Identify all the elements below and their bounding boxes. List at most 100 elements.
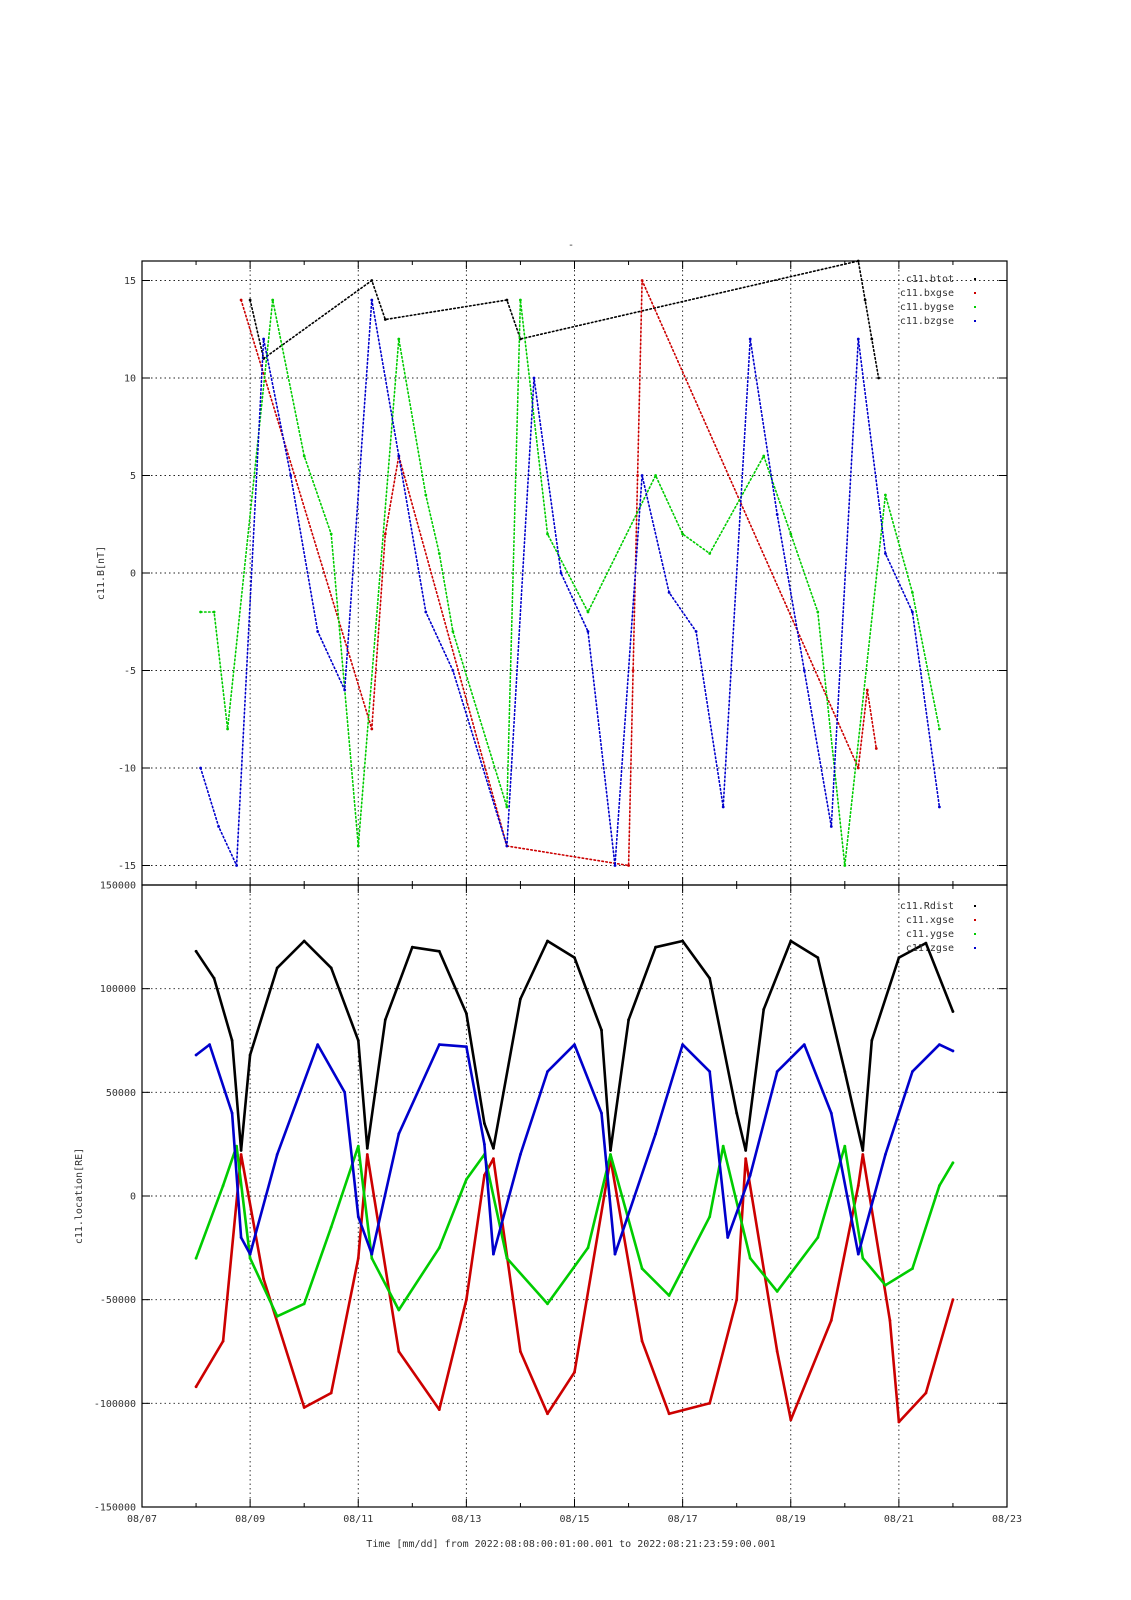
data-point-c11-bygse bbox=[397, 337, 401, 341]
data-point-c11-bzgse bbox=[370, 298, 374, 302]
data-point-c11-zgse bbox=[884, 1153, 887, 1156]
data-point-c11-zgse bbox=[370, 1252, 374, 1256]
data-point-c11-Rdist bbox=[897, 956, 901, 959]
data-point-c11-zgse bbox=[708, 1070, 712, 1073]
data-point-c11-zgse bbox=[275, 1153, 279, 1156]
data-point-c11-zgse bbox=[437, 1043, 441, 1046]
data-point-c11-Rdist bbox=[483, 1122, 486, 1125]
data-point-c11-bygse bbox=[451, 630, 455, 633]
y-tick-label: 10 bbox=[124, 374, 136, 385]
data-point-c11-zgse bbox=[239, 1236, 243, 1239]
data-point-c11-Rdist bbox=[194, 949, 198, 953]
series-line-c11-bzgse bbox=[199, 299, 941, 867]
location-y-axis: 150000 100000 50000 0 -50000 -100000 -150000 bbox=[94, 881, 1007, 1514]
data-point-c11-zgse bbox=[208, 1043, 212, 1046]
data-point-c11-bzgse bbox=[559, 571, 563, 575]
data-point-c11-btot bbox=[863, 298, 867, 302]
magnetic-field-panel: 15 10 5 0 -5 -10 -15 c11.B[nT] c11.btot c11.bxg… bbox=[96, 259, 1008, 886]
data-point-c11-bygse bbox=[519, 298, 522, 302]
data-point-c11-zgse bbox=[856, 1252, 860, 1256]
data-point-c11-bxgse bbox=[856, 766, 860, 770]
data-point-c11-bygse bbox=[356, 844, 360, 848]
data-point-c11-btot bbox=[383, 318, 387, 321]
data-point-c11-bygse bbox=[843, 864, 847, 867]
data-point-c11-xgse bbox=[356, 1256, 360, 1260]
legend-label: c11.zgse bbox=[906, 943, 954, 954]
data-point-c11-btot bbox=[877, 376, 880, 380]
data-point-c11-Rdist bbox=[816, 956, 820, 959]
data-point-c11-ygse bbox=[546, 1302, 549, 1306]
data-point-c11-ygse bbox=[586, 1246, 590, 1250]
series-line-c11-ygse bbox=[194, 1144, 955, 1318]
data-point-c11-zgse bbox=[748, 1173, 752, 1177]
data-point-c11-bzgse bbox=[667, 591, 671, 594]
data-point-c11-Rdist bbox=[329, 966, 333, 970]
data-point-c11-xgse bbox=[239, 1153, 243, 1156]
data-point-c11-zgse bbox=[600, 1111, 603, 1115]
data-point-c11-bygse bbox=[329, 532, 333, 536]
data-point-c11-btot bbox=[370, 279, 374, 282]
data-point-c11-bzgse bbox=[721, 805, 725, 809]
data-point-c11-bzgse bbox=[424, 610, 428, 614]
data-point-c11-bygse bbox=[816, 610, 820, 614]
data-point-c11-zgse bbox=[911, 1070, 914, 1073]
data-point-c11-Rdist bbox=[924, 941, 928, 945]
magnetic-field-y-axis-title: c11.B[nT] bbox=[96, 546, 107, 600]
data-point-c11-bygse bbox=[546, 532, 549, 536]
data-point-c11-Rdist bbox=[239, 1149, 243, 1152]
location-gridlines bbox=[142, 885, 1007, 1507]
data-point-c11-xgse bbox=[262, 1277, 265, 1281]
figure-title: - bbox=[568, 240, 574, 251]
data-point-c11-xgse bbox=[640, 1339, 644, 1343]
data-point-c11-zgse bbox=[829, 1111, 833, 1115]
data-point-c11-xgse bbox=[829, 1319, 833, 1322]
data-point-c11-bzgse bbox=[532, 376, 536, 380]
data-point-c11-ygse bbox=[884, 1283, 887, 1287]
legend-marker bbox=[974, 320, 976, 322]
magnetic-field-legend: c11.btot c11.bxgse c11.bygse c11.bzgse bbox=[900, 274, 976, 327]
data-point-c11-bxgse bbox=[865, 688, 869, 692]
data-point-c11-ygse bbox=[221, 1184, 225, 1187]
data-point-c11-bygse bbox=[505, 805, 509, 809]
location-y-axis-title: c11.location[RE] bbox=[74, 1148, 85, 1244]
data-point-c11-xgse bbox=[546, 1412, 549, 1416]
data-point-c11-ygse bbox=[356, 1144, 360, 1148]
data-point-c11-bzgse bbox=[586, 630, 590, 633]
data-point-c11-Rdist bbox=[744, 1149, 748, 1152]
location-plot-frame bbox=[141, 884, 1008, 1508]
data-point-c11-bygse bbox=[424, 493, 428, 497]
data-point-c11-bzgse bbox=[343, 688, 347, 692]
data-point-c11-Rdist bbox=[212, 976, 216, 980]
data-point-c11-xgse bbox=[897, 1420, 901, 1424]
data-point-c11-Rdist bbox=[573, 956, 576, 959]
x-tick-label: 08/21 bbox=[884, 1514, 914, 1525]
location-panel: 150000 100000 50000 0 -50000 -100000 -150000 0… bbox=[74, 881, 1022, 1526]
data-point-c11-Rdist bbox=[546, 939, 549, 943]
data-point-c11-xgse bbox=[667, 1412, 671, 1416]
data-point-c11-xgse bbox=[775, 1350, 779, 1353]
data-point-c11-xgse bbox=[708, 1401, 712, 1405]
data-point-c11-Rdist bbox=[609, 1149, 612, 1152]
x-tick-label: 08/23 bbox=[992, 1514, 1022, 1525]
data-point-c11-xgse bbox=[221, 1339, 225, 1343]
legend-marker bbox=[974, 919, 976, 921]
series-line-c11-btot bbox=[249, 260, 880, 379]
data-point-c11-xgse bbox=[329, 1391, 333, 1395]
data-point-c11-zgse bbox=[546, 1070, 549, 1073]
data-point-c11-bzgse bbox=[397, 454, 401, 458]
data-point-c11-ygse bbox=[951, 1161, 955, 1165]
data-point-c11-bzgse bbox=[640, 474, 644, 477]
data-point-c11-xgse bbox=[924, 1391, 928, 1395]
data-point-c11-xgse bbox=[302, 1406, 306, 1409]
data-point-c11-zgse bbox=[483, 1142, 486, 1146]
data-point-c11-Rdist bbox=[356, 1039, 360, 1042]
legend-label: c11.Rdist bbox=[900, 901, 954, 912]
legend-marker bbox=[974, 933, 976, 935]
data-point-c11-xgse bbox=[856, 1184, 860, 1187]
data-point-c11-bygse bbox=[226, 727, 230, 731]
data-point-c11-ygse bbox=[775, 1290, 779, 1293]
data-point-c11-ygse bbox=[275, 1314, 279, 1318]
x-tick-label: 08/19 bbox=[776, 1514, 806, 1525]
data-point-c11-zgse bbox=[802, 1043, 806, 1046]
data-point-c11-zgse bbox=[230, 1111, 234, 1115]
